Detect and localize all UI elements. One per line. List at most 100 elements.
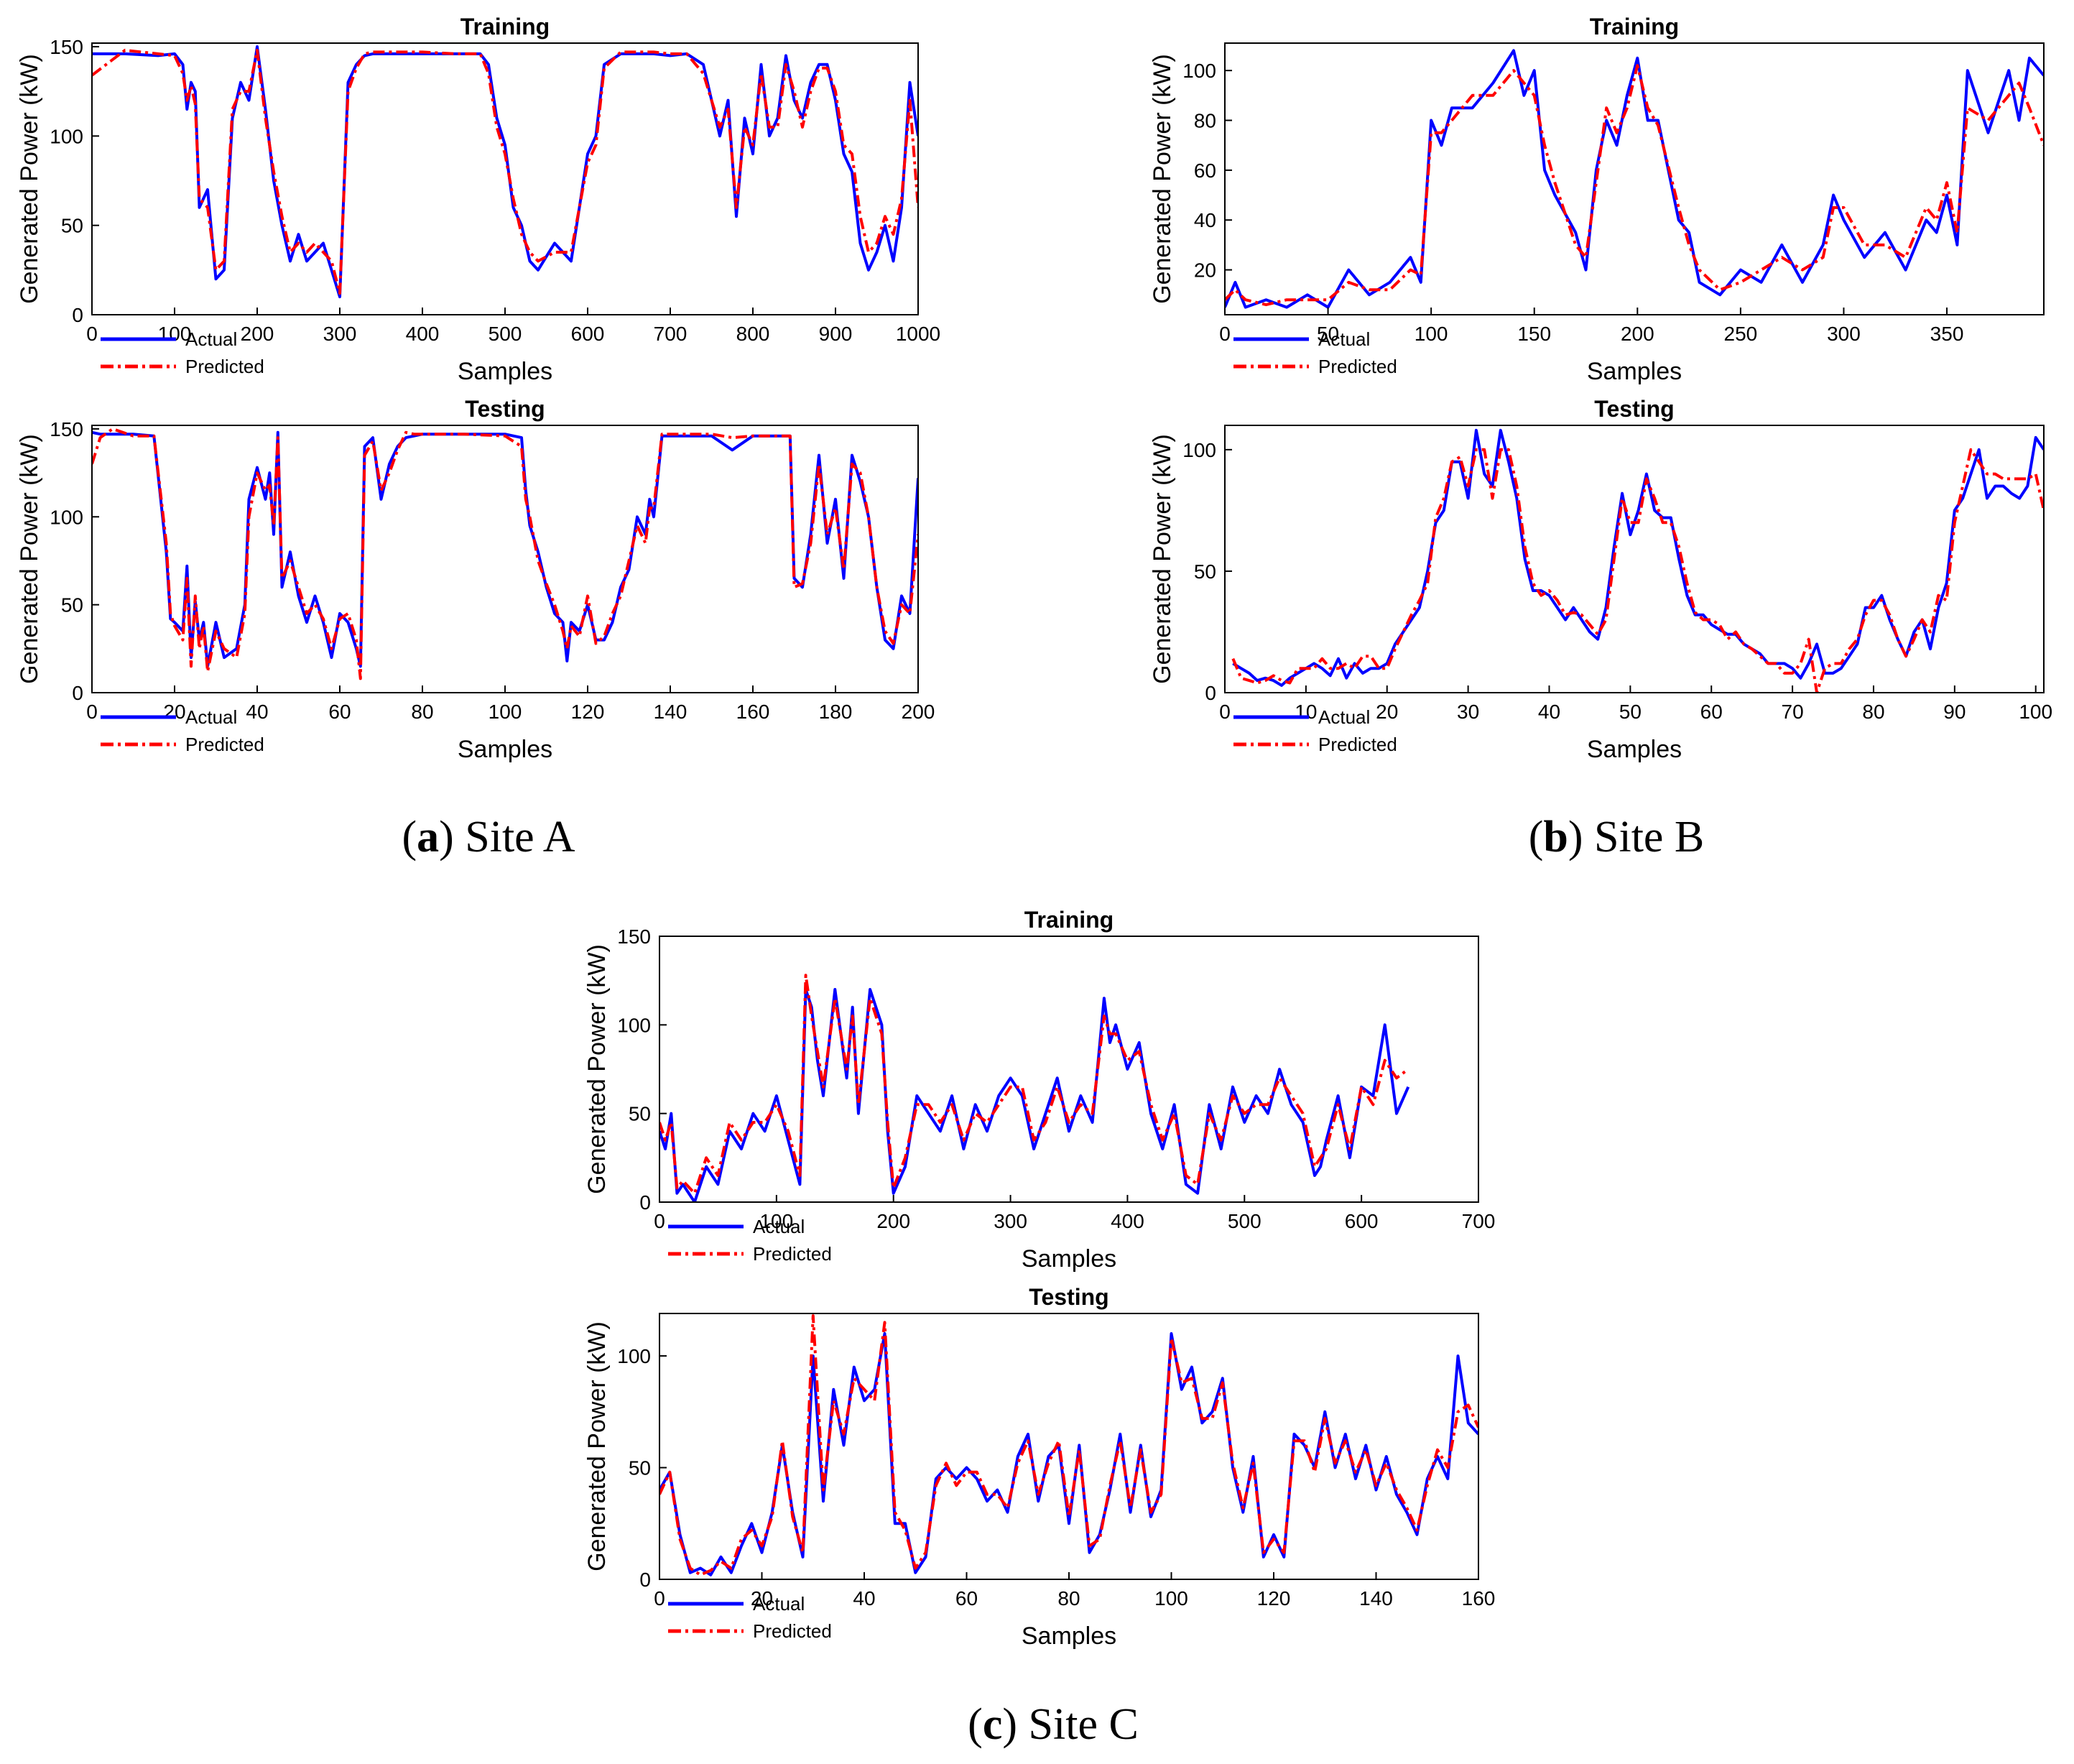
x-tick-label: 0: [654, 1210, 665, 1232]
y-axis-label: Generated Power (kW): [583, 1321, 611, 1571]
plot-area: [92, 45, 918, 299]
chart-title: Training: [460, 14, 550, 40]
x-tick-label: 300: [1827, 323, 1861, 345]
y-tick-label: 100: [1182, 439, 1216, 461]
plot-area: [659, 1314, 1478, 1576]
x-axis-label: Samples: [1587, 736, 1682, 763]
y-tick-labels: 0 50 100: [1182, 439, 1232, 704]
x-tick-label: 120: [1257, 1587, 1291, 1610]
legend-actual-label: Actual: [1318, 328, 1370, 350]
x-tick-label: 250: [1724, 323, 1758, 345]
x-tick-label: 100: [1415, 323, 1448, 345]
caption-text: Site C: [1029, 1700, 1139, 1749]
x-axis-label: Samples: [1022, 1245, 1116, 1273]
x-tick-label: 600: [571, 323, 605, 345]
legend-actual-label: Actual: [753, 1593, 805, 1615]
caption-letter: b: [1543, 813, 1568, 862]
x-tick-label: 1000: [896, 323, 940, 345]
chart-a-train: Training 0 100 200 300 400 500 600 700 800 900 100…: [16, 14, 940, 385]
y-tick-labels: 0 50 100 150: [50, 36, 99, 326]
legend-actual-label: Actual: [185, 328, 237, 350]
x-tick-label: 70: [1782, 701, 1804, 723]
chart-c-train: Training 0 100 200 300 400 500 600 700 0 50 100 15…: [583, 907, 1495, 1273]
series-predicted-line: [92, 427, 918, 680]
y-axis-label: Generated Power (kW): [16, 54, 43, 304]
x-tick-labels: 0 100 200 300 400 500 600 700 800 900 1000: [86, 308, 940, 345]
y-axis-label: Generated Power (kW): [583, 944, 611, 1194]
x-axis-label: Samples: [1587, 358, 1682, 385]
legend: Actual Predicted: [1233, 328, 1397, 377]
x-axis-label: Samples: [458, 358, 552, 385]
chart-a-test: Testing 0 20 40 60 80 100 120 140 160 180 200 0 50 1…: [16, 396, 935, 763]
y-tick-label: 80: [1194, 110, 1216, 132]
x-tick-label: 150: [1517, 323, 1551, 345]
x-tick-labels: 0 50 100 150 200 250 300 350: [1219, 308, 1963, 345]
series-actual-line: [659, 1332, 1478, 1576]
x-tick-label: 900: [819, 323, 853, 345]
chart-title: Testing: [1029, 1284, 1108, 1310]
axes-frame: [659, 936, 1479, 1203]
x-tick-label: 0: [1219, 323, 1231, 345]
caption-letter: c: [983, 1700, 1003, 1749]
x-tick-label: 350: [1930, 323, 1964, 345]
x-tick-label: 60: [328, 701, 351, 723]
x-axis-label: Samples: [458, 736, 552, 763]
caption-site-c: (c) Site C: [968, 1700, 1139, 1749]
y-tick-label: 0: [639, 1569, 651, 1591]
series-actual-line: [92, 45, 918, 299]
legend: Actual Predicted: [668, 1216, 832, 1265]
y-tick-label: 150: [617, 925, 651, 948]
x-tick-label: 700: [654, 323, 688, 345]
x-tick-label: 180: [819, 701, 853, 723]
y-tick-label: 50: [1194, 560, 1216, 583]
legend: Actual Predicted: [668, 1593, 832, 1642]
x-tick-label: 0: [86, 701, 98, 723]
x-tick-labels: 0 20 40 60 80 100 120 140 160: [654, 1572, 1495, 1610]
y-tick-label: 0: [72, 304, 83, 326]
axes-frame: [1224, 42, 2045, 315]
y-tick-label: 100: [617, 1345, 651, 1367]
x-tick-label: 500: [1228, 1210, 1261, 1232]
series-actual-line: [659, 988, 1410, 1202]
y-tick-label: 0: [72, 682, 83, 704]
x-tick-label: 80: [1057, 1587, 1080, 1610]
series-predicted-line: [1225, 64, 2044, 307]
caption-text: Site B: [1594, 813, 1704, 862]
legend-actual-label: Actual: [185, 706, 237, 728]
x-tick-label: 20: [751, 1587, 773, 1610]
x-tick-label: 100: [1154, 1587, 1188, 1610]
y-tick-label: 50: [629, 1457, 651, 1479]
y-tick-label: 50: [61, 215, 83, 237]
y-tick-label: 150: [50, 36, 83, 58]
x-tick-label: 160: [1462, 1587, 1496, 1610]
x-tick-label: 0: [1219, 701, 1231, 723]
legend: Actual Predicted: [101, 706, 264, 755]
x-tick-label: 60: [1700, 701, 1723, 723]
y-tick-label: 60: [1194, 160, 1216, 182]
legend: Actual Predicted: [1233, 706, 1397, 755]
plot-area: [659, 974, 1410, 1202]
chart-title: Training: [1590, 14, 1679, 40]
x-tick-label: 100: [759, 1210, 793, 1232]
x-tick-label: 200: [241, 323, 274, 345]
x-tick-label: 700: [1462, 1210, 1496, 1232]
x-tick-labels: 0 20 40 60 80 100 120 140 160 180 200: [86, 685, 935, 723]
x-tick-labels: 0 100 200 300 400 500 600 700: [654, 1195, 1495, 1232]
x-tick-label: 90: [1943, 701, 1966, 723]
y-tick-labels: 0 50 100 150: [617, 925, 667, 1214]
x-tick-label: 30: [1457, 701, 1479, 723]
x-tick-label: 40: [1538, 701, 1560, 723]
series-predicted-line: [1231, 448, 2044, 693]
x-tick-label: 20: [1376, 701, 1398, 723]
x-tick-label: 80: [411, 701, 433, 723]
legend-actual-label: Actual: [753, 1216, 805, 1237]
y-tick-label: 40: [1194, 209, 1216, 231]
y-tick-label: 20: [1194, 259, 1216, 282]
x-tick-label: 100: [158, 323, 192, 345]
y-tick-labels: 0 50 100: [617, 1345, 667, 1591]
y-tick-label: 150: [50, 418, 83, 440]
chart-title: Testing: [1594, 396, 1674, 422]
x-tick-label: 500: [489, 323, 522, 345]
axes-frame: [1224, 425, 2045, 693]
